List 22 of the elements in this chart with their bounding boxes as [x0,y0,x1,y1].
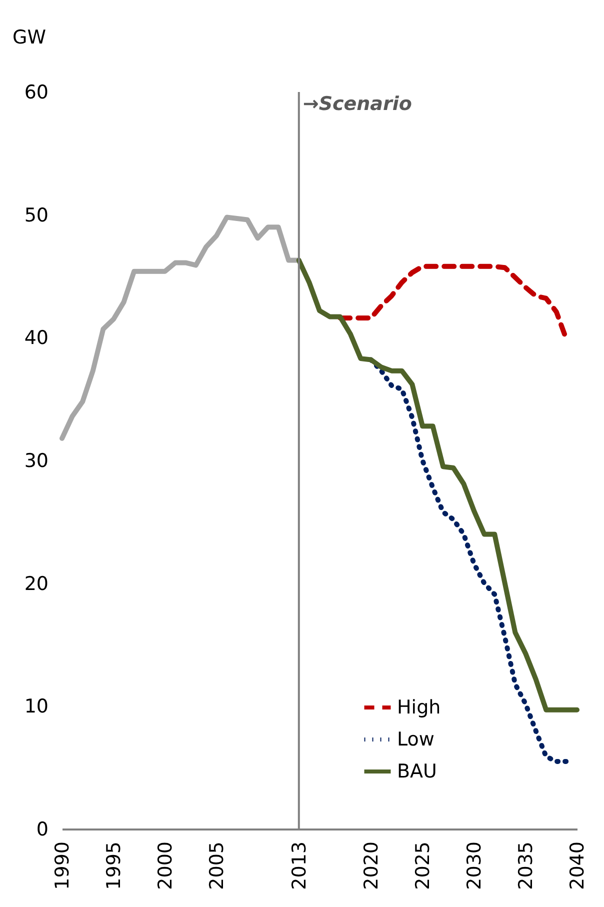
y-tick-label: 40 [24,327,48,350]
x-tick-label: 1995 [103,842,125,890]
y-tick-label: 60 [24,82,48,104]
y-tick-label: 20 [24,572,48,595]
y-tick-label: 0 [36,818,48,840]
legend-label: Low [397,728,434,750]
y-tick-label: 50 [24,204,48,226]
y-tick-label: 10 [24,696,48,718]
x-tick-label: 2013 [288,842,310,890]
legend-label: High [397,696,441,718]
x-tick-label: 2005 [206,842,228,890]
x-tick-label: 2030 [464,842,486,890]
x-tick-label: 2025 [412,842,434,890]
x-tick-label: 2000 [154,842,176,890]
y-tick-label: 30 [24,450,48,472]
x-tick-label: 1990 [52,842,74,890]
x-tick-label: 2035 [515,842,537,890]
ref-line-label: →Scenario [302,93,412,115]
y-axis-title: GW [12,26,46,48]
x-tick-label: 2040 [566,842,588,890]
x-tick-label: 2020 [360,842,382,890]
legend-label: BAU [397,760,437,782]
